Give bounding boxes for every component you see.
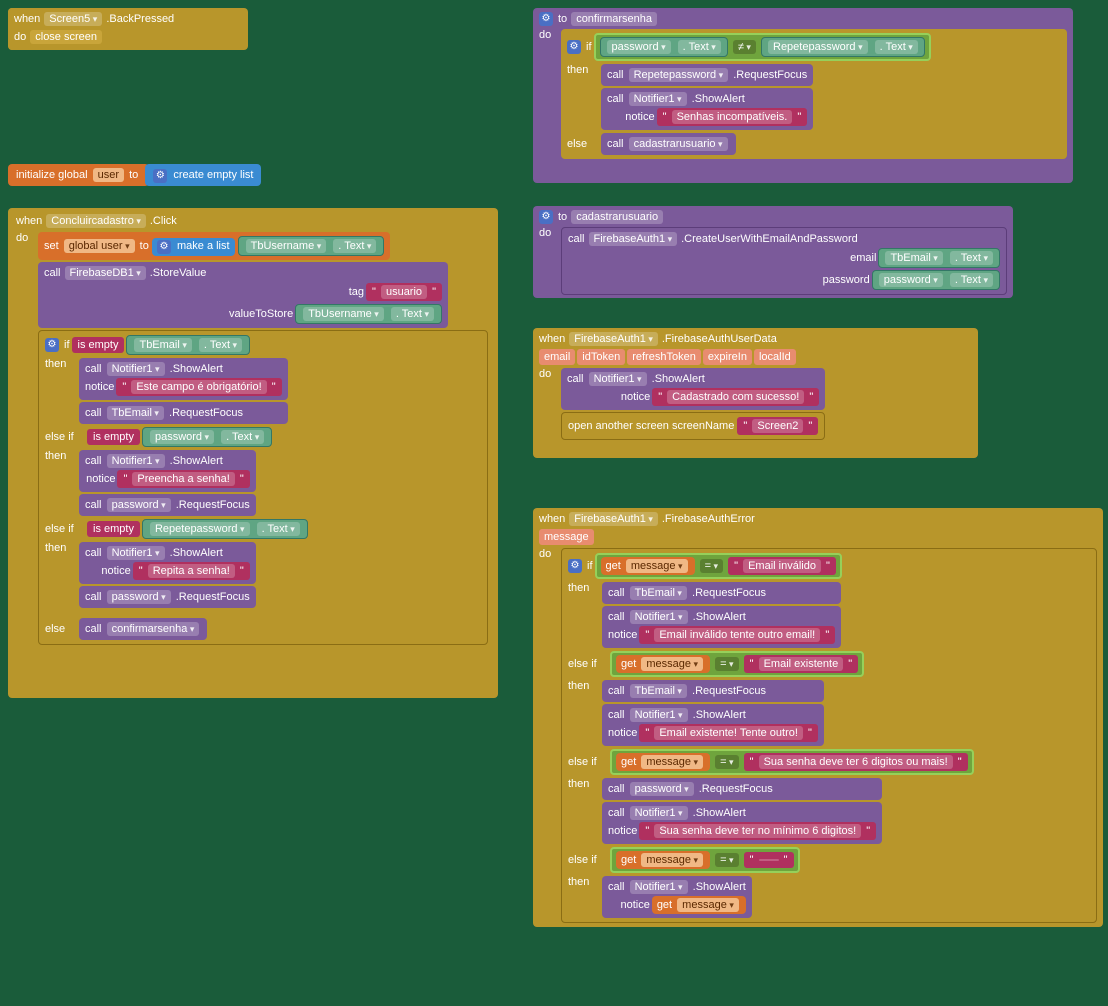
kw-else: else: [45, 623, 77, 635]
param-idtoken[interactable]: idToken: [577, 349, 625, 365]
if-conf[interactable]: ⚙ if password . Text ≠ Repetepassword . …: [561, 29, 1067, 159]
gear-icon[interactable]: ⚙: [539, 12, 553, 26]
tag-label: tag: [349, 286, 364, 298]
param-expire[interactable]: expireIn: [703, 349, 752, 365]
global-user-dd[interactable]: global user: [64, 239, 135, 253]
kw-then: then: [45, 358, 77, 370]
block-global-init[interactable]: initialize global user to ⚙ create empty…: [8, 168, 261, 183]
comp-concluir[interactable]: Concluircadastro: [46, 214, 146, 228]
call-showalert1[interactable]: call Notifier1 .ShowAlert notice " Este …: [79, 358, 288, 400]
call-showalert3[interactable]: call Notifier1 .ShowAlert notice " Repit…: [79, 542, 256, 584]
if-block[interactable]: ⚙ if is empty TbEmail . Text then call N…: [38, 330, 488, 645]
gear-icon[interactable]: ⚙: [157, 240, 171, 254]
proc-cadastrar[interactable]: ⚙ to cadastrarusuario do call FirebaseAu…: [533, 206, 1013, 298]
param-email[interactable]: email: [539, 349, 575, 365]
call-repw-focus[interactable]: call Repetepassword .RequestFocus: [601, 64, 813, 86]
kw-call: call: [44, 267, 61, 279]
kw-when: when: [16, 215, 42, 227]
block-backpressed[interactable]: when Screen5 .BackPressed do close scree…: [8, 8, 248, 50]
comp-screen5-b[interactable]: Screen5: [44, 12, 102, 26]
evt-backpressed: .BackPressed: [106, 13, 174, 25]
kw-to2: to: [140, 240, 149, 252]
storevalue: .StoreValue: [150, 267, 207, 279]
text-prop[interactable]: . Text: [333, 239, 376, 253]
var-user[interactable]: user: [93, 168, 124, 182]
block-userdata[interactable]: when FirebaseAuth1 .FirebaseAuthUserData…: [533, 328, 978, 458]
gear-icon[interactable]: ⚙: [153, 169, 167, 183]
call-reqfocus2[interactable]: call password .RequestFocus: [79, 494, 256, 516]
call-showalert-ud[interactable]: call Notifier1 .ShowAlert notice " Cadas…: [561, 368, 825, 410]
kw-to: to: [558, 13, 567, 25]
close-screen[interactable]: close screen: [30, 30, 102, 44]
kw-set: set: [44, 240, 59, 252]
firebasedb1[interactable]: FirebaseDB1: [65, 266, 146, 280]
gear-icon[interactable]: ⚙: [45, 338, 59, 352]
isempty1: is empty: [72, 337, 125, 353]
set-global-user[interactable]: set global user to ⚙ make a list TbUsern…: [38, 232, 390, 260]
gear-icon[interactable]: ⚙: [567, 40, 581, 54]
param-localid[interactable]: localId: [754, 349, 796, 365]
proc-name[interactable]: confirmarsenha: [571, 12, 657, 26]
block-autherror[interactable]: when FirebaseAuth1 .FirebaseAuthError me…: [533, 508, 1103, 927]
tag-value: " usuario ": [366, 283, 442, 301]
kw-elseif1: else if: [45, 431, 85, 443]
kw-init-global: initialize global: [16, 169, 88, 181]
kw-do: do: [14, 31, 26, 43]
call-reqfocus3[interactable]: call password .RequestFocus: [79, 586, 256, 608]
call-createuser[interactable]: call FirebaseAuth1 .CreateUserWithEmailA…: [561, 227, 1007, 295]
kw-do: do: [16, 232, 36, 244]
call-showalert-conf[interactable]: call Notifier1 .ShowAlert notice " Senha…: [601, 88, 813, 130]
block-click[interactable]: when Concluircadastro .Click do set glob…: [8, 208, 498, 698]
call-reqfocus1[interactable]: call TbEmail .RequestFocus: [79, 402, 288, 424]
gear-icon[interactable]: ⚙: [568, 559, 582, 573]
make-a-list: make a list: [177, 240, 230, 252]
gear-icon[interactable]: ⚙: [539, 210, 553, 224]
param-message[interactable]: message: [539, 529, 594, 545]
vts-label: valueToStore: [229, 308, 293, 320]
open-screen[interactable]: open another screen screenName " Screen2…: [561, 412, 825, 440]
call-storevalue[interactable]: call FirebaseDB1 .StoreValue tag " usuar…: [38, 262, 448, 328]
call-showalert2[interactable]: call Notifier1 .ShowAlert notice " Preen…: [79, 450, 256, 492]
kw-to: to: [129, 169, 138, 181]
kw-if: if: [64, 339, 70, 351]
kw-when: when: [14, 13, 40, 25]
create-empty-list: create empty list: [173, 169, 253, 181]
proc-confirmarsenha[interactable]: ⚙ to confirmarsenha do ⚙ if password . T…: [533, 8, 1073, 183]
if-err[interactable]: ⚙ if get message = " Email inválido " th…: [561, 548, 1097, 923]
evt-click: .Click: [150, 215, 177, 227]
param-refresh[interactable]: refreshToken: [627, 349, 701, 365]
tbusername[interactable]: TbUsername: [246, 239, 327, 253]
